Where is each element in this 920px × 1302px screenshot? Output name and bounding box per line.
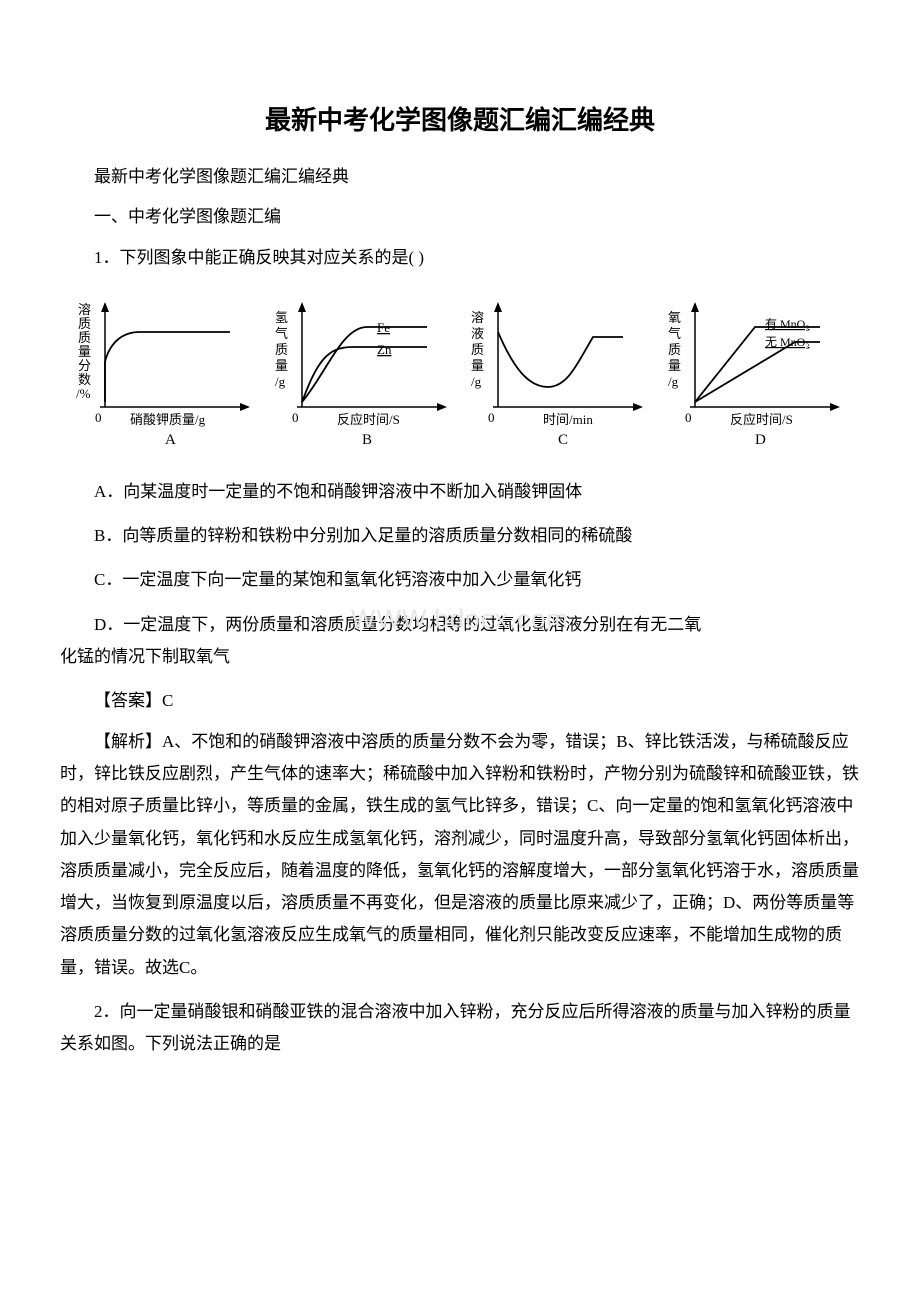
chart-c-curve [498, 332, 623, 387]
q1-answer: 【答案】C [60, 685, 860, 717]
chart-d-ylabel-2: 质 [668, 342, 681, 357]
q1-analysis: 【解析】A、不饱和的硝酸钾溶液中溶质的质量分数不会为零，错误；B、锌比铁活泼，与… [60, 726, 860, 984]
chart-b-curve1 [302, 327, 427, 402]
chart-d-label2: 无 MnO₂ [765, 335, 810, 349]
chart-c-ylabel-2: 质 [471, 342, 484, 357]
page-title: 最新中考化学图像题汇编汇编经典 [60, 100, 860, 137]
q1-charts-row: 溶 质 质 量 分 数 /% 0 硝酸钾质量/g A 氢 气 质 量 /g Fe [60, 292, 860, 452]
chart-d-xlabel: 反应时间/S [730, 412, 793, 427]
chart-a-ylabel-4: 分 [78, 358, 91, 373]
chart-b-sub: B [362, 432, 372, 448]
chart-a-sub: A [165, 432, 176, 448]
q1-option-b: B．向等质量的锌粉和铁粉中分别加入足量的溶质质量分数相同的稀硫酸 [60, 520, 860, 552]
chart-b-ylabel-1: 气 [275, 326, 288, 341]
q1-option-d-line2: 化锰的情况下制取氧气 [60, 647, 230, 666]
chart-c: 溶 液 质 量 /g 0 时间/min C [463, 292, 653, 452]
svg-text:0: 0 [488, 410, 495, 425]
chart-a: 溶 质 质 量 分 数 /% 0 硝酸钾质量/g A [70, 292, 260, 452]
section-heading: 一、中考化学图像题汇编 [60, 201, 860, 233]
chart-d-ylabel-4: /g [668, 374, 679, 389]
chart-b-ylabel-0: 氢 [275, 310, 288, 325]
chart-c-xlabel: 时间/min [543, 412, 593, 427]
chart-d: 氧 气 质 量 /g 有 MnO₂ 无 MnO₂ 0 反应时间/S D [660, 292, 850, 452]
chart-c-ylabel-1: 液 [471, 326, 484, 341]
chart-a-ylabel-3: 量 [78, 344, 91, 359]
chart-a-ylabel-0: 溶 [78, 302, 91, 317]
chart-b-label2: Zn [377, 342, 392, 357]
svg-text:0: 0 [95, 410, 102, 425]
chart-c-ylabel-4: /g [471, 374, 482, 389]
q1-option-d-line1: D．一定温度下，两份质量和溶质质量分数均相等的过氧化氢溶液分别在有无二氧 [60, 609, 860, 641]
svg-text:0: 0 [292, 410, 299, 425]
chart-d-ylabel-3: 量 [668, 358, 681, 373]
chart-b-xlabel: 反应时间/S [337, 412, 400, 427]
chart-b-ylabel-4: /g [275, 374, 286, 389]
chart-d-label1: 有 MnO₂ [765, 317, 810, 331]
chart-b-ylabel-2: 质 [275, 342, 288, 357]
chart-a-ylabel-6: /% [76, 386, 91, 401]
intro-text: 最新中考化学图像题汇编汇编经典 [60, 161, 860, 193]
chart-a-xlabel: 硝酸钾质量/g [130, 412, 206, 427]
q1-option-c: C．一定温度下向一定量的某饱和氢氧化钙溶液中加入少量氧化钙 [60, 564, 860, 596]
chart-a-ylabel-1: 质 [78, 316, 91, 331]
chart-b-ylabel-3: 量 [275, 358, 288, 373]
chart-c-ylabel-0: 溶 [471, 310, 484, 325]
chart-a-ylabel-5: 数 [78, 372, 91, 387]
chart-a-curve [105, 332, 230, 402]
q1-option-a: A．向某温度时一定量的不饱和硝酸钾溶液中不断加入硝酸钾固体 [60, 476, 860, 508]
chart-d-curve2 [695, 342, 820, 402]
q1-option-d: D．一定温度下，两份质量和溶质质量分数均相等的过氧化氢溶液分别在有无二氧 化锰的… [60, 609, 860, 674]
chart-a-ylabel-2: 质 [78, 330, 91, 345]
chart-c-ylabel-3: 量 [471, 358, 484, 373]
chart-d-ylabel-0: 氧 [668, 310, 681, 325]
q2-stem: 2．向一定量硝酸银和硝酸亚铁的混合溶液中加入锌粉，充分反应后所得溶液的质量与加入… [60, 996, 860, 1061]
chart-b-label1: Fe [377, 320, 390, 335]
chart-c-sub: C [558, 432, 568, 448]
chart-d-sub: D [755, 432, 766, 448]
chart-b: 氢 气 质 量 /g Fe Zn 0 反应时间/S B [267, 292, 457, 452]
q1-stem: 1．下列图象中能正确反映其对应关系的是( ) [60, 242, 860, 274]
svg-text:0: 0 [685, 410, 692, 425]
chart-d-ylabel-1: 气 [668, 326, 681, 341]
